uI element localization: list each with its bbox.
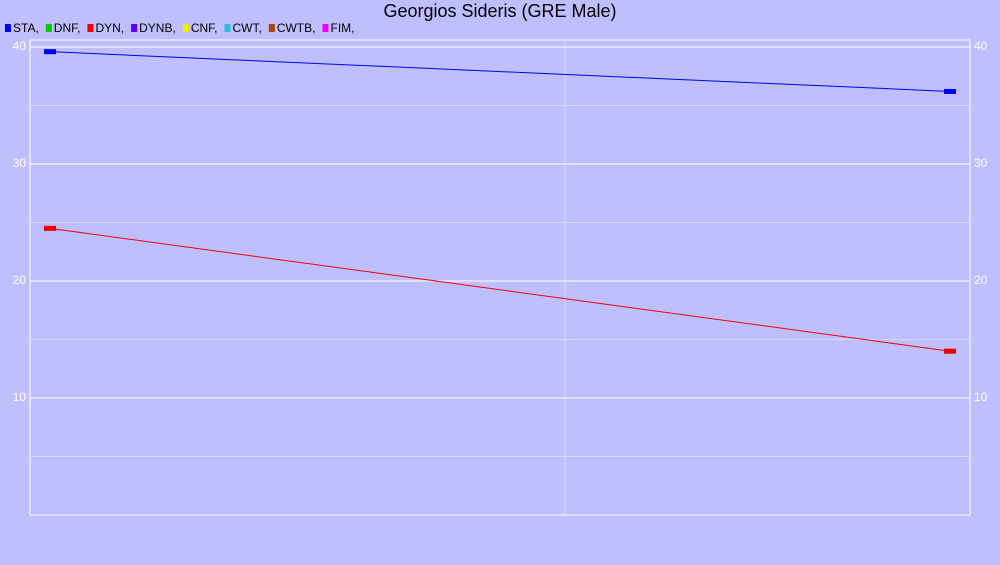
legend-label: DYNB, — [139, 21, 176, 35]
legend-label: CNF, — [191, 21, 218, 35]
legend-label: CWTB, — [277, 21, 316, 35]
legend-swatch — [87, 24, 94, 32]
y2-tick-label: 40 — [974, 39, 988, 53]
legend-label: DNF, — [54, 21, 81, 35]
legend-swatch — [268, 24, 275, 32]
plot-frame — [29, 39, 971, 516]
y-tick-label: 20 — [13, 273, 27, 287]
series-line — [49, 51, 951, 92]
legend-swatch — [224, 24, 231, 32]
y-tick-label: 40 — [13, 39, 27, 53]
legend-swatch — [45, 24, 52, 32]
point-marker — [944, 88, 956, 94]
y2-tick-label: 10 — [974, 390, 988, 404]
legend-swatch — [5, 24, 11, 32]
point-marker — [44, 225, 56, 231]
legend-swatch — [322, 24, 329, 32]
point-marker — [44, 49, 56, 55]
y-tick-label: 30 — [13, 156, 27, 170]
legend-label: FIM, — [330, 21, 354, 35]
point-marker — [944, 348, 956, 354]
legend-label: STA, — [13, 21, 39, 35]
y-tick-label: 10 — [13, 390, 27, 404]
y2-tick-label: 30 — [974, 156, 988, 170]
legend-label: DYN, — [95, 21, 124, 35]
series-line — [49, 227, 951, 352]
y2-tick-label: 20 — [974, 273, 988, 287]
legend-swatch — [182, 24, 189, 32]
chart-title: Georgios Sideris (GRE Male) — [383, 1, 616, 21]
legend-swatch — [131, 24, 138, 32]
legend-label: CWT, — [232, 21, 261, 35]
